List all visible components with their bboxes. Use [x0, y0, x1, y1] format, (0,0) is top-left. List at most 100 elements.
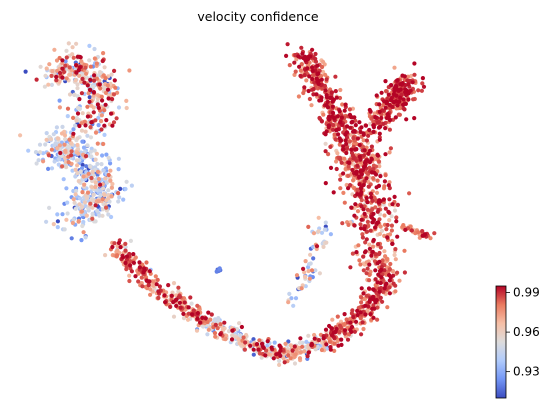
scatter-point [115, 90, 120, 95]
scatter-point [34, 77, 39, 82]
scatter-point [88, 164, 93, 169]
scatter-point [339, 342, 344, 347]
scatter-point [136, 279, 141, 284]
scatter-point [371, 211, 376, 216]
scatter-point [340, 102, 345, 107]
scatter-point [303, 54, 308, 60]
scatter-point [116, 156, 121, 161]
scatter-point [333, 137, 338, 142]
scatter-point [322, 227, 327, 232]
scatter-point [65, 114, 70, 119]
scatter-point [89, 154, 94, 159]
scatter-point [329, 326, 334, 331]
scatter-point [371, 166, 376, 171]
scatter-point [151, 283, 156, 288]
scatter-point [354, 171, 359, 176]
scatter-point [50, 69, 55, 74]
scatter-point [365, 266, 370, 271]
scatter-point [260, 341, 265, 346]
scatter-point [363, 303, 368, 308]
scatter-point [67, 92, 73, 97]
scatter-point [47, 205, 52, 210]
scatter-point [390, 202, 395, 207]
scatter-point [106, 155, 111, 160]
scatter-point [345, 124, 350, 129]
scatter-point [379, 90, 384, 95]
scatter-point [80, 162, 85, 167]
scatter-point [376, 242, 381, 247]
scatter-point [382, 184, 387, 189]
scatter-point [94, 61, 99, 66]
scatter-point [63, 137, 68, 142]
scatter-point [320, 340, 325, 345]
scatter-point [44, 131, 49, 136]
scatter-point [92, 148, 97, 153]
scatter-point [299, 286, 304, 291]
scatter-point [73, 192, 78, 197]
scatter-point [38, 150, 43, 155]
scatter-point [387, 197, 392, 202]
scatter-point [300, 51, 305, 56]
scatter-point [368, 269, 373, 274]
scatter-point [88, 125, 93, 130]
scatter-point [421, 84, 427, 89]
scatter-point [359, 295, 364, 300]
scatter-point [70, 45, 75, 50]
scatter-point [102, 123, 107, 128]
scatter-point [80, 111, 85, 116]
scatter-point [416, 88, 421, 93]
scatter-point [357, 120, 362, 125]
scatter-point [371, 163, 376, 168]
scatter-point [56, 162, 61, 167]
scatter-point [338, 87, 343, 93]
scatter-point [124, 179, 129, 184]
scatter-point [357, 154, 362, 159]
scatter-point [241, 335, 246, 340]
scatter-point [44, 219, 49, 224]
scatter-point [375, 261, 380, 266]
scatter-point [168, 304, 173, 309]
scatter-point [48, 137, 54, 142]
scatter-point [55, 68, 60, 73]
scatter-point [365, 200, 370, 205]
scatter-point [339, 115, 344, 120]
scatter-point [305, 354, 310, 359]
scatter-point [345, 337, 351, 342]
scatter-point [364, 176, 369, 181]
scatter-point [375, 209, 380, 214]
scatter-point [306, 88, 311, 94]
scatter-point [324, 342, 329, 347]
scatter-point [73, 123, 78, 128]
scatter-point [328, 232, 333, 237]
scatter-point [324, 240, 329, 245]
scatter-point [373, 172, 379, 177]
scatter-point [64, 55, 69, 60]
scatter-point [312, 336, 317, 341]
scatter-point [363, 123, 369, 128]
scatter-point [103, 76, 108, 81]
scatter-point [85, 83, 90, 88]
scatter-point [116, 105, 122, 110]
scatter-points [18, 41, 437, 367]
scatter-point [337, 142, 342, 147]
scatter-point [422, 232, 427, 237]
scatter-point [359, 185, 364, 190]
scatter-point [269, 345, 274, 350]
scatter-point [382, 286, 387, 291]
scatter-point [362, 250, 368, 255]
scatter-point [189, 312, 195, 317]
scatter-point [102, 108, 107, 113]
scatter-point [206, 310, 211, 315]
scatter-point [105, 83, 110, 88]
scatter-point [49, 147, 55, 152]
scatter-point [124, 257, 130, 262]
scatter-point [366, 286, 372, 291]
scatter-point [320, 69, 326, 74]
scatter-point [369, 253, 374, 258]
scatter-point [420, 229, 425, 234]
scatter-point [292, 361, 298, 366]
scatter-point [123, 241, 128, 246]
scatter-point [91, 192, 96, 197]
scatter-point [77, 196, 83, 201]
scatter-point [364, 138, 369, 143]
